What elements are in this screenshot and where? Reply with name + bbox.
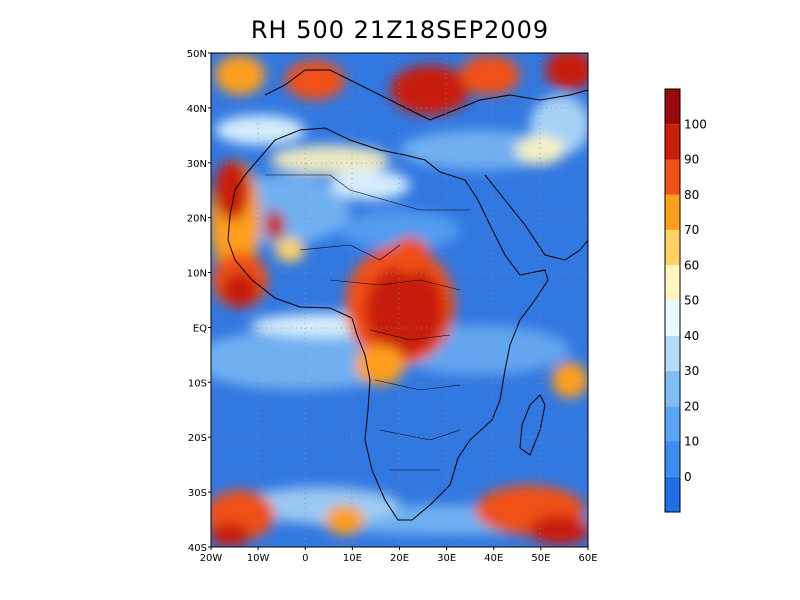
lat-label: EQ (193, 323, 207, 334)
lat-label: 50N (187, 49, 207, 60)
madagascar (519, 394, 546, 456)
colorbar-segment (665, 371, 680, 407)
colorbar-segment (665, 476, 680, 512)
colorbar-segment (665, 194, 680, 230)
rh-field (211, 53, 588, 547)
colorbar-segment (665, 230, 680, 266)
lon-label: 30E (437, 553, 456, 564)
map-panel (211, 53, 588, 547)
lat-label: 30N (187, 159, 207, 170)
lat-label: 40N (187, 104, 207, 115)
latitude-labels: 50N 40N 30N 20N 10N EQ 10S 20S 30S 40S (187, 49, 211, 554)
colorbar-segment (665, 265, 680, 301)
colorbar-label: 80 (684, 188, 699, 202)
colorbar-segment (665, 300, 680, 336)
lon-label: 40E (484, 553, 503, 564)
colorbar-segment (665, 159, 680, 195)
colorbar-label: 30 (684, 364, 699, 378)
colorbar-label: 40 (684, 329, 699, 343)
lat-label: 10N (187, 269, 207, 280)
longitude-labels: 20W 10W 0 10E 20E 30E 40E 50E 60E (200, 547, 598, 564)
colorbar-labels: 0 10 20 30 40 50 60 70 80 90 100 (684, 117, 707, 484)
colorbar-label: 20 (684, 399, 699, 413)
colorbar-label: 100 (684, 117, 707, 131)
map-title: RH 500 21Z18SEP2009 (250, 16, 550, 44)
colorbar-label: 50 (684, 294, 699, 308)
lat-label: 20S (188, 433, 207, 444)
lon-label: 20W (200, 553, 223, 564)
colorbar-segment (665, 441, 680, 477)
lon-label: 10W (247, 553, 270, 564)
colorbar-segment (665, 124, 680, 160)
coastline (227, 127, 549, 521)
arabia-coast (484, 174, 588, 261)
lat-label: 40S (188, 543, 207, 554)
colorbar-label: 90 (684, 153, 699, 167)
europe-coast (264, 69, 588, 121)
colorbar-segment (665, 89, 680, 125)
colorbar-segment (665, 335, 680, 371)
colorbar-label: 10 (684, 435, 699, 449)
lon-label: 50E (531, 553, 550, 564)
lat-label: 10S (188, 378, 207, 389)
lon-label: 60E (578, 553, 597, 564)
lon-label: 20E (390, 553, 409, 564)
colorbar-segment (665, 406, 680, 442)
lat-label: 20N (187, 214, 207, 225)
lat-label: 30S (188, 488, 207, 499)
lon-label: 10E (343, 553, 362, 564)
lon-label: 0 (302, 553, 308, 564)
colorbar-label: 0 (684, 470, 692, 484)
colorbar-label: 60 (684, 258, 699, 272)
colorbar-label: 70 (684, 223, 699, 237)
country-borders (265, 174, 470, 471)
colorbar (665, 89, 680, 512)
colorbar-frame (664, 88, 681, 513)
